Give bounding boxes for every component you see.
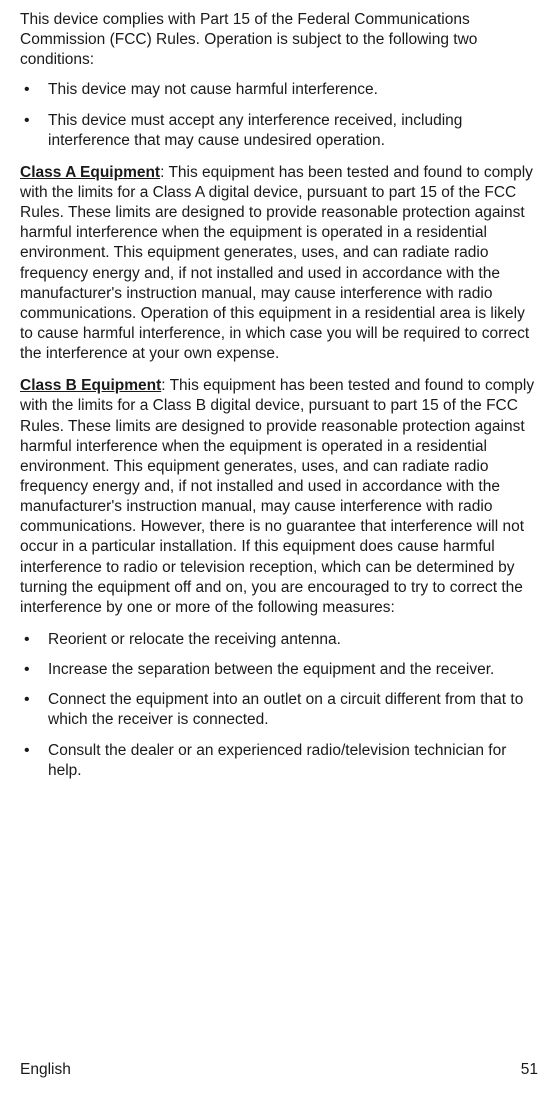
conditions-list: This device may not cause harmful interf… xyxy=(20,80,538,150)
page-footer: English 51 xyxy=(20,1061,538,1079)
measure-item: Increase the separation between the equi… xyxy=(20,660,538,680)
intro-paragraph: This device complies with Part 15 of the… xyxy=(20,10,538,70)
class-a-section: Class A Equipment: This equipment has be… xyxy=(20,163,538,364)
footer-page-number: 51 xyxy=(521,1061,538,1079)
page-content: This device complies with Part 15 of the… xyxy=(20,0,538,781)
class-b-heading: Class B Equipment xyxy=(20,377,161,394)
footer-language: English xyxy=(20,1061,71,1079)
class-a-body: : This equipment has been tested and fou… xyxy=(20,164,533,362)
measure-item: Consult the dealer or an experienced rad… xyxy=(20,741,538,781)
class-b-body: : This equipment has been tested and fou… xyxy=(20,377,534,616)
condition-item: This device must accept any interference… xyxy=(20,111,538,151)
measures-list: Reorient or relocate the receiving anten… xyxy=(20,630,538,781)
condition-item: This device may not cause harmful interf… xyxy=(20,80,538,100)
class-a-heading: Class A Equipment xyxy=(20,164,160,181)
measure-item: Reorient or relocate the receiving anten… xyxy=(20,630,538,650)
class-b-section: Class B Equipment: This equipment has be… xyxy=(20,376,538,618)
measure-item: Connect the equipment into an outlet on … xyxy=(20,690,538,730)
